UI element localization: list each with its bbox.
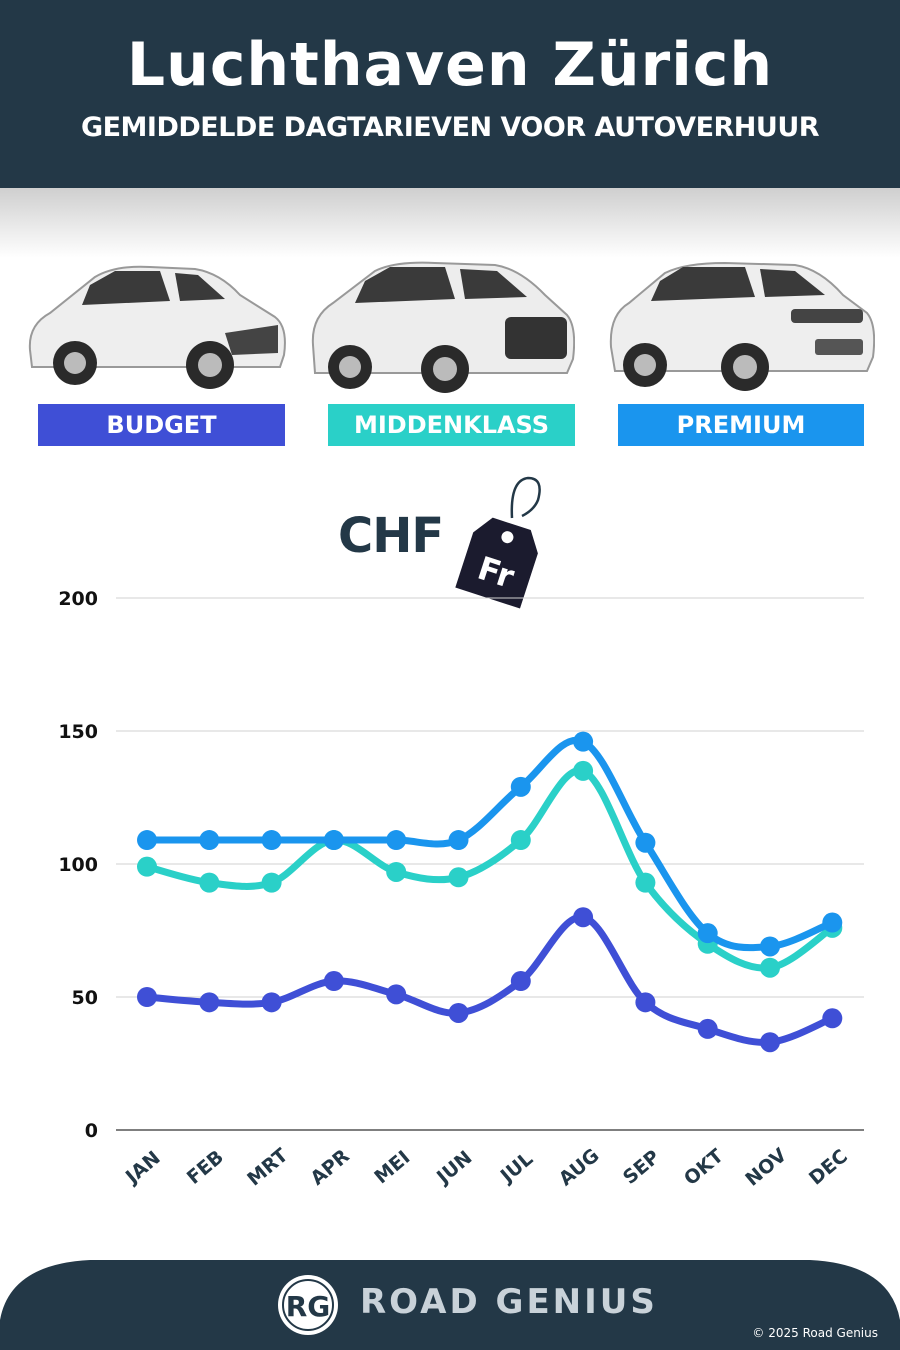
- x-tick-label: JUN: [431, 1147, 476, 1190]
- data-point-premium: [822, 912, 843, 933]
- data-point-middenklass: [573, 760, 594, 781]
- data-point-premium: [386, 830, 407, 851]
- data-point-premium: [760, 936, 780, 957]
- data-point-premium: [635, 832, 656, 853]
- x-tick-label: NOV: [741, 1144, 791, 1191]
- data-point-middenklass: [635, 872, 656, 893]
- badge-budget: BUDGET: [38, 404, 285, 446]
- data-point-budget: [822, 1008, 843, 1029]
- data-point-premium: [199, 830, 220, 851]
- header-fade: [0, 188, 900, 258]
- header-banner: Luchthaven Zürich GEMIDDELDE DAGTARIEVEN…: [0, 0, 900, 188]
- y-tick-label: 100: [58, 854, 98, 876]
- data-point-middenklass: [448, 867, 469, 888]
- data-point-premium: [448, 830, 469, 851]
- series-line-budget: [143, 913, 836, 1046]
- road-genius-logo-icon: RG: [278, 1275, 338, 1335]
- x-tick-label: AUG: [555, 1144, 604, 1190]
- data-point-budget: [323, 971, 344, 992]
- data-point-premium: [323, 830, 344, 851]
- hatchback-car-icon: [28, 265, 286, 389]
- y-tick-label: 150: [58, 721, 98, 743]
- series-line-middenklass: [143, 767, 836, 972]
- x-tick-label: MEI: [370, 1146, 414, 1188]
- x-tick-label: JAN: [120, 1147, 165, 1189]
- data-point-budget: [697, 1018, 718, 1039]
- data-point-budget: [760, 1032, 780, 1053]
- data-point-middenklass: [199, 872, 220, 893]
- data-point-middenklass: [510, 830, 531, 851]
- data-point-budget: [635, 992, 656, 1013]
- page-title: Luchthaven Zürich: [126, 30, 774, 100]
- y-tick-label: 200: [58, 588, 98, 610]
- data-point-premium: [697, 923, 718, 944]
- y-tick-label: 0: [85, 1120, 98, 1142]
- badge-premium: PREMIUM: [618, 404, 864, 446]
- data-point-budget: [448, 1002, 469, 1023]
- x-tick-label: FEB: [183, 1146, 228, 1189]
- data-point-budget: [386, 984, 407, 1005]
- data-point-premium: [510, 776, 531, 797]
- data-point-middenklass: [261, 872, 282, 893]
- footer-banner: [0, 1260, 900, 1350]
- data-point-premium: [261, 830, 282, 851]
- data-point-premium: [573, 731, 594, 752]
- data-point-budget: [510, 971, 531, 992]
- page-subtitle: GEMIDDELDE DAGTARIEVEN VOOR AUTOVERHUUR: [80, 112, 820, 143]
- data-point-middenklass: [137, 856, 157, 877]
- x-tick-label: DEC: [805, 1145, 852, 1189]
- badge-middenklass: MIDDENKLASS: [328, 404, 575, 446]
- data-point-middenklass: [760, 957, 780, 978]
- line-chart: 0 50 100 150 200 JAN FEB MRT APR MEI JUN JUL AUG SEP O…: [58, 588, 864, 1191]
- copyright-text: © 2025 Road Genius: [752, 1326, 878, 1340]
- suv-car-icon: [311, 261, 575, 393]
- x-tick-label: SEP: [619, 1146, 664, 1189]
- data-point-budget: [573, 907, 594, 928]
- data-point-budget: [199, 992, 220, 1013]
- price-tag-icon: Fr: [455, 476, 541, 609]
- data-point-middenklass: [386, 861, 407, 882]
- data-point-budget: [261, 992, 282, 1013]
- series-line-premium: [143, 736, 836, 952]
- x-tick-label: APR: [306, 1145, 354, 1190]
- logo-letters: RG: [286, 1290, 331, 1323]
- luxury-suv-car-icon: [609, 261, 875, 391]
- x-tick-label: MRT: [243, 1144, 292, 1190]
- currency-code: CHF: [338, 508, 444, 564]
- data-point-budget: [137, 987, 157, 1007]
- y-tick-label: 50: [72, 987, 98, 1009]
- data-point-premium: [137, 830, 157, 851]
- brand-name: ROAD GENIUS: [360, 1282, 658, 1322]
- x-tick-label: OKT: [680, 1145, 728, 1190]
- x-tick-label: JUL: [495, 1148, 537, 1188]
